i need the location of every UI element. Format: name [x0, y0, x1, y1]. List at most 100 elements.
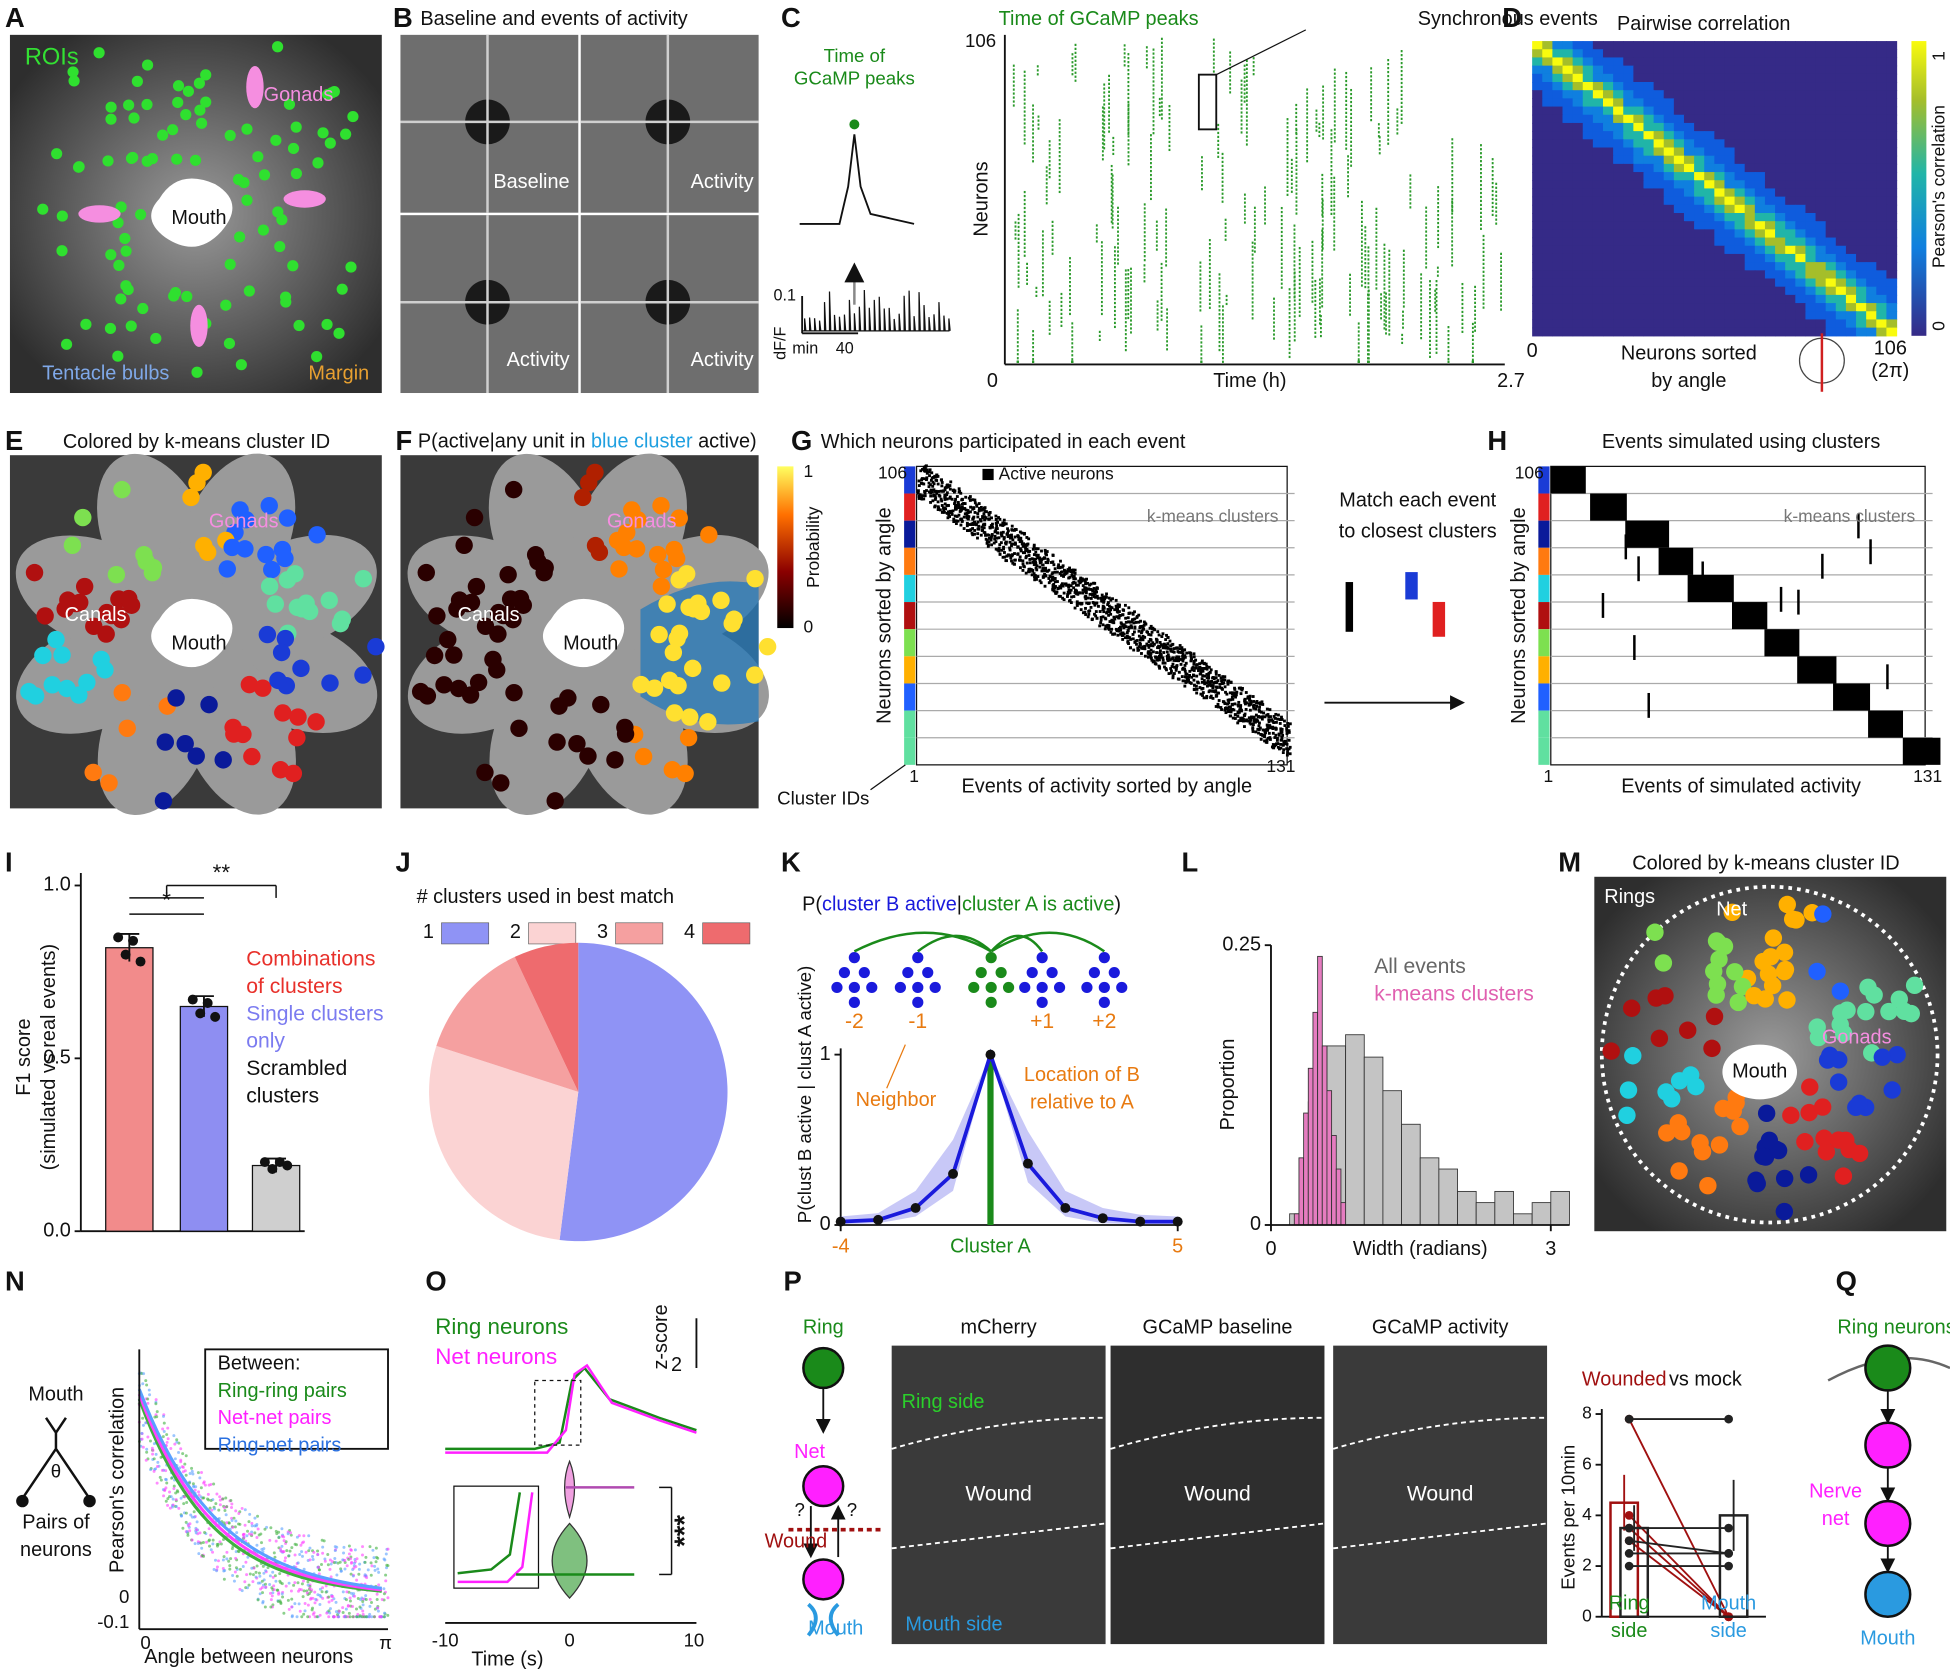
active-neuron	[1063, 569, 1067, 573]
heatmap-cell	[1866, 163, 1877, 173]
active-neuron	[1032, 553, 1036, 557]
raster-tick	[1311, 260, 1314, 263]
raster-tick	[1293, 279, 1296, 282]
heatmap-cell	[1683, 319, 1695, 329]
active-neuron	[1227, 679, 1231, 683]
heatmap-cell	[1552, 98, 1564, 108]
active-neuron	[1158, 658, 1161, 662]
raster-tick	[1264, 194, 1266, 197]
heatmap-cell	[1754, 229, 1766, 239]
active-neuron	[994, 514, 998, 518]
roi	[146, 153, 159, 165]
heatmap-cell	[1532, 147, 1543, 157]
raster-tick	[1143, 227, 1146, 230]
heatmap-cell	[1704, 221, 1715, 230]
heatmap-cell	[1663, 188, 1675, 198]
active-neuron	[1150, 658, 1154, 662]
raster-tick	[1145, 50, 1148, 53]
raster-tick	[1168, 136, 1171, 140]
raster-tick	[1333, 120, 1336, 123]
raster-tick	[1048, 308, 1051, 311]
raster-tick	[1017, 229, 1020, 233]
active-neuron	[1158, 649, 1162, 653]
active-neuron	[1212, 681, 1216, 685]
heatmap-cell	[1775, 106, 1786, 116]
heatmap-cell	[1562, 327, 1574, 337]
raster-tick	[1165, 264, 1168, 267]
heatmap-cell	[1673, 163, 1685, 173]
heatmap-cell	[1724, 311, 1736, 321]
heatmap-cell	[1704, 278, 1715, 288]
raster-tick	[1245, 131, 1248, 134]
raster-tick	[1113, 325, 1116, 329]
colorbar	[777, 466, 794, 629]
active-neuron	[1111, 620, 1115, 624]
active-neuron	[987, 543, 990, 547]
heatmap-cell	[1805, 65, 1817, 75]
raster-tick	[1117, 234, 1119, 237]
raster-tick	[1350, 160, 1353, 163]
active-neuron	[1172, 659, 1176, 662]
raster-tick	[1367, 290, 1370, 293]
raster-tick	[1212, 50, 1215, 53]
active-neuron	[1052, 586, 1055, 590]
heatmap-cell	[1623, 327, 1634, 337]
heatmap-cell	[1734, 221, 1746, 230]
active-neuron	[957, 487, 961, 491]
heatmap-cell	[1876, 180, 1888, 190]
active-neuron	[1121, 613, 1124, 617]
raster-tick	[1333, 140, 1336, 143]
heatmap-cell	[1623, 237, 1634, 247]
raster-tick	[1491, 205, 1494, 209]
active-neuron	[1149, 648, 1153, 652]
raster-tick	[1124, 305, 1127, 308]
raster-tick	[1435, 351, 1438, 354]
heatmap-cell	[1795, 311, 1807, 321]
neuron	[36, 607, 54, 625]
heatmap-cell	[1744, 114, 1756, 124]
heatmap-cell	[1694, 294, 1705, 304]
roi	[340, 128, 352, 140]
active-neuron	[946, 516, 950, 520]
active-neuron	[983, 506, 987, 510]
heatmap-cell	[1592, 49, 1604, 59]
raster-tick	[1127, 103, 1130, 106]
raster-tick	[1041, 286, 1044, 289]
heatmap-cell	[1582, 303, 1594, 312]
heatmap-cell	[1886, 204, 1898, 214]
heatmap-cell	[1602, 262, 1614, 271]
heatmap-cell	[1825, 131, 1837, 140]
raster-tick	[1032, 334, 1035, 337]
raster-tick	[1402, 253, 1405, 256]
raster-tick	[1295, 192, 1298, 195]
raster-tick	[1060, 304, 1063, 308]
heatmap-cell	[1582, 172, 1594, 181]
raster-tick	[1451, 166, 1454, 169]
active-neuron	[1053, 577, 1057, 581]
raster-tick	[1298, 306, 1301, 309]
heatmap-cell	[1552, 82, 1564, 91]
raster-tick	[1293, 291, 1296, 294]
active-neuron	[1065, 583, 1068, 587]
raster-tick	[1500, 280, 1503, 283]
raster-tick	[1160, 282, 1163, 286]
active-neuron	[920, 482, 924, 485]
heatmap-cell	[1764, 196, 1776, 206]
active-neuron	[996, 548, 1000, 552]
raster-tick	[1221, 160, 1224, 164]
heatmap-cell	[1734, 106, 1746, 116]
active-neuron	[1129, 637, 1133, 641]
active-neuron	[929, 483, 932, 487]
raster-tick	[1280, 214, 1283, 218]
roi	[224, 129, 236, 142]
raster-tick	[1321, 257, 1324, 260]
raster-tick	[1032, 124, 1034, 127]
heatmap-cell	[1694, 122, 1705, 132]
raster-tick	[1041, 238, 1044, 241]
raster-tick	[1253, 214, 1256, 217]
roi	[195, 117, 208, 129]
heatmap-cell	[1775, 180, 1786, 190]
active-neuron	[945, 511, 949, 515]
raster-tick	[1130, 319, 1132, 322]
heatmap-cell	[1714, 41, 1726, 50]
